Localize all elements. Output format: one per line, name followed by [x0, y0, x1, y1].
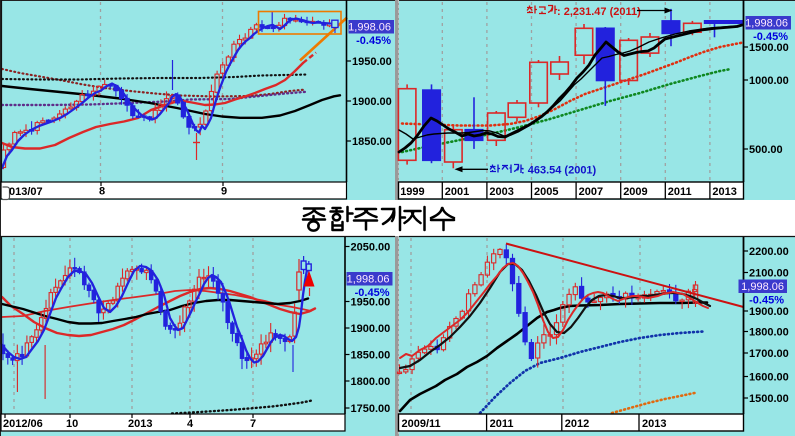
svg-text:-0.45%: -0.45% — [356, 35, 391, 47]
svg-text:2012/06: 2012/06 — [3, 418, 43, 430]
svg-text:8: 8 — [99, 186, 105, 198]
svg-text:2100.00: 2100.00 — [749, 268, 789, 280]
svg-text:2009/11: 2009/11 — [402, 418, 441, 430]
svg-text:: 2,231.47 (2011): : 2,231.47 (2011) — [557, 6, 641, 18]
svg-text:2013: 2013 — [128, 418, 152, 430]
svg-text:1800.00: 1800.00 — [749, 327, 789, 339]
svg-text:: 463.54 (2001): : 463.54 (2001) — [521, 165, 597, 177]
svg-text:1,998.06: 1,998.06 — [348, 22, 391, 34]
svg-text:1700.00: 1700.00 — [749, 348, 789, 360]
svg-text:-0.45%: -0.45% — [749, 295, 784, 307]
svg-text:2050.00: 2050.00 — [351, 242, 391, 254]
svg-text:2007: 2007 — [579, 186, 603, 198]
svg-text:1600.00: 1600.00 — [749, 372, 789, 384]
svg-text:2005: 2005 — [534, 186, 558, 198]
svg-text:1000.00: 1000.00 — [749, 75, 789, 87]
svg-text:2009: 2009 — [623, 186, 647, 198]
svg-text:2011: 2011 — [490, 418, 514, 430]
svg-text:1500.00: 1500.00 — [749, 393, 789, 405]
svg-text:1900.00: 1900.00 — [352, 96, 392, 108]
svg-text:9: 9 — [221, 186, 227, 198]
svg-text:1,998.06: 1,998.06 — [347, 274, 390, 286]
svg-text:2200.00: 2200.00 — [749, 246, 789, 258]
svg-text:1,998.06: 1,998.06 — [745, 18, 788, 30]
svg-text:1800.00: 1800.00 — [351, 376, 391, 388]
svg-text:1950.00: 1950.00 — [351, 297, 391, 309]
svg-text:1850.00: 1850.00 — [351, 350, 391, 362]
svg-text:10: 10 — [66, 418, 78, 430]
svg-text:1900.00: 1900.00 — [351, 323, 391, 335]
svg-text:1900.00: 1900.00 — [749, 306, 789, 318]
svg-text:1,998.06: 1,998.06 — [741, 281, 784, 293]
svg-text:4: 4 — [187, 418, 194, 430]
svg-text:-0.45%: -0.45% — [753, 31, 788, 43]
svg-text:500.00: 500.00 — [749, 144, 783, 156]
svg-text:2012: 2012 — [565, 418, 589, 430]
svg-text:-0.45%: -0.45% — [355, 287, 390, 299]
svg-text:2011: 2011 — [668, 186, 692, 198]
svg-text:2001: 2001 — [445, 186, 469, 198]
svg-text:2003: 2003 — [489, 186, 513, 198]
svg-text:013/07: 013/07 — [9, 186, 43, 198]
svg-text:7: 7 — [250, 418, 256, 430]
svg-text:1950.00: 1950.00 — [352, 56, 392, 68]
svg-text:1500.00: 1500.00 — [749, 42, 789, 54]
svg-text:2013: 2013 — [712, 186, 736, 198]
svg-text:1999: 1999 — [400, 186, 424, 198]
svg-text:1750.00: 1750.00 — [351, 403, 391, 415]
svg-text:1850.00: 1850.00 — [352, 136, 392, 148]
svg-text:2013: 2013 — [642, 418, 666, 430]
